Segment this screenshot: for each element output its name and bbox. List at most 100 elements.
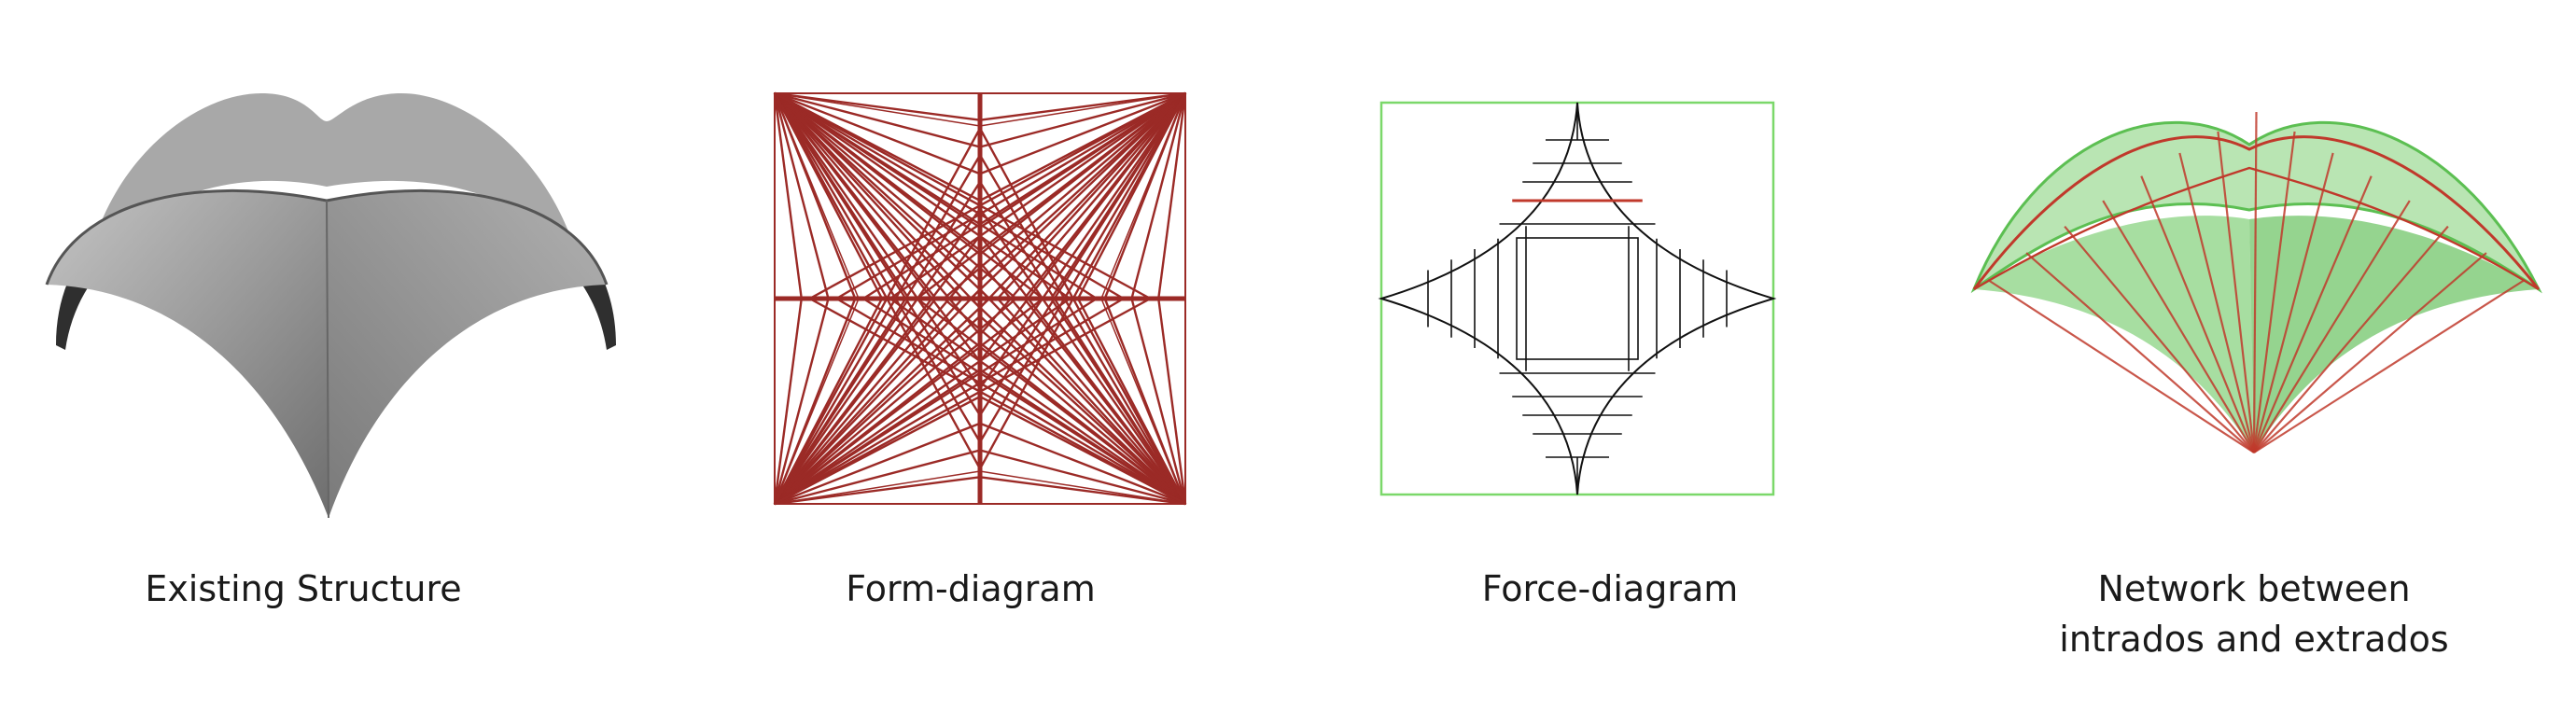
caption-form-diagram: Form-diagram [846,568,1096,609]
force-frame [1379,101,1775,496]
form-fan-line [774,288,981,505]
form-fan-line [979,92,1186,336]
form-fan-line [1157,92,1187,300]
form-fan-line [774,449,981,506]
form-fan-line [773,92,830,300]
network-rib [2252,131,2296,453]
form-diagram [773,91,1187,506]
form-fan-line [773,298,803,505]
form-edge-top [774,92,1186,127]
form-fan-line [774,476,981,506]
network-shell-left [1974,216,2254,453]
form-fan-line [979,91,1186,175]
network-rib [2253,225,2449,453]
vault-render [45,93,616,519]
force-diagram [1378,101,1777,496]
form-fan-line [979,422,1186,506]
form-fan-line [774,92,990,300]
caption-existing-structure: Existing Structure [145,568,462,609]
caption-force-diagram: Force-diagram [1481,568,1739,609]
form-fan-line [1130,298,1187,505]
form-fan-line [774,92,1017,300]
form-diagram-panel [644,0,1288,711]
form-fan-line [774,234,981,505]
form-fan-line [979,234,1186,505]
caption-network: Network between intrados and extrados [2059,568,2449,660]
form-fan-line [978,181,1187,505]
network-rib [2140,175,2256,453]
form-fan-line [979,91,1186,121]
form-fan-line [773,92,982,470]
vault-web-right [327,190,607,518]
form-fan-line [774,298,990,505]
form-fan-line [1130,92,1187,300]
form-fan-line [773,298,830,505]
form-fan-line [774,297,1098,506]
form-fan-line [979,91,1186,148]
network-rib [2253,200,2411,453]
form-fan-line [1157,298,1187,505]
form-fan-line [808,297,1186,506]
form-fan-line [979,288,1186,505]
network-rib [2064,225,2255,453]
form-fan-line [978,92,1187,416]
form-edge-right [1100,92,1186,505]
form-fan-line [774,298,1071,505]
existing-structure-panel [0,0,644,711]
form-fan-line [889,92,1186,300]
form-edge-bottom [774,470,1186,505]
form-fan-line [773,127,982,505]
network-rib [1987,279,2255,453]
form-fan-line [970,92,1186,300]
network-rib [2102,200,2255,453]
form-fan-line [774,92,981,309]
form-fan-line [862,91,1186,300]
form-fan-line [774,92,981,336]
form-fan-line [773,92,982,416]
form-fan-line [979,208,1186,505]
form-fan-line [978,154,1187,505]
network-rib [2252,152,2334,453]
form-fan-line [943,298,1186,505]
form-fan-line [774,208,981,505]
network-diagonal-arch [1972,135,2541,290]
network-rib [2253,252,2487,453]
force-boundary [1378,102,1777,495]
form-fan-line [774,422,981,506]
form-fan-line [862,297,1186,506]
force-center-square [1516,237,1639,360]
form-fan-line [774,298,1017,505]
form-fan-line [773,181,982,505]
form-fan-line [774,91,1152,300]
network-panel [1932,0,2576,711]
network-shell-right [2249,216,2539,453]
form-fan-line [970,298,1186,505]
vault-ridge [326,200,329,519]
form-fan-line [773,92,803,300]
form-fan-line [979,92,1186,309]
form-fan-line [774,91,981,175]
network-rib [2253,279,2526,453]
thrust-network-render [1970,111,2542,453]
form-fan-line [979,476,1186,506]
network-rib [2217,131,2256,453]
form-fan-line [774,261,981,505]
form-fan-line [943,92,1186,300]
vault-back-crown [89,93,579,261]
form-edge-left [774,92,860,505]
network-rib [2252,175,2373,453]
form-fan-line [774,91,981,121]
form-fan-line [978,127,1187,505]
form-fan-line [916,92,1186,300]
form-fan-line [774,91,1098,300]
force-diagram-panel [1288,0,1932,711]
network-rib [2025,252,2255,453]
form-fan-line [979,261,1186,505]
network-rib [2178,152,2256,453]
form-fan-line [774,297,1152,506]
vault-web-left [47,190,329,518]
form-fan-line [979,449,1186,506]
network-lower-arch [1973,166,2540,291]
form-fan-line [774,297,1125,506]
form-fan-line [808,91,1186,300]
